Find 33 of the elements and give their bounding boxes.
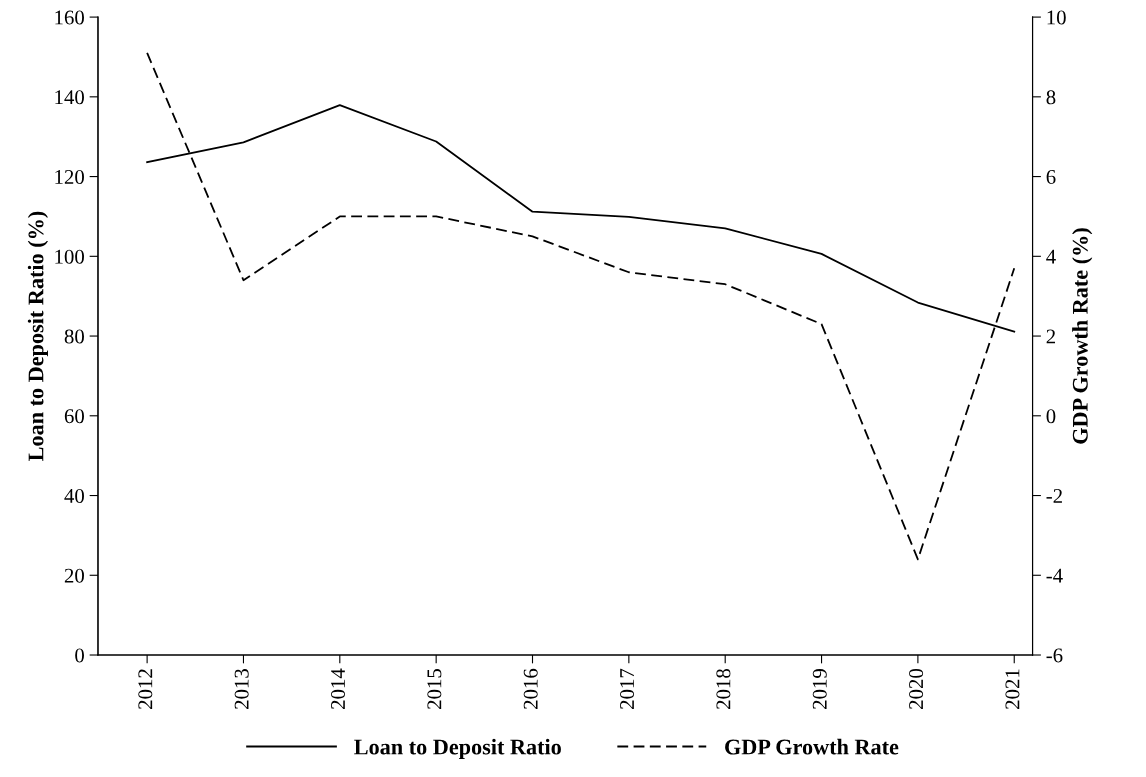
- y-tick-label: 20: [64, 568, 84, 583]
- line-series: [146, 52, 1016, 561]
- legend-label: Loan to Deposit Ratio: [354, 738, 561, 760]
- y2-tick-label: 4: [1046, 249, 1056, 264]
- y2-tick-label: -6: [1046, 648, 1063, 663]
- y2-tick-label: 6: [1046, 170, 1056, 185]
- y2-tick-label: 2: [1046, 329, 1056, 344]
- x-tick-label: 2019: [812, 669, 827, 709]
- x-tick-label: 2013: [234, 669, 249, 709]
- y-axis-title: Loan to Deposit Ratio (%): [27, 211, 48, 461]
- x-tick-label: 2014: [330, 668, 346, 709]
- legend-label: GDP Growth Rate: [725, 738, 899, 755]
- y2-tick-label: -4: [1046, 568, 1063, 583]
- y-tick-label: 60: [64, 409, 84, 424]
- x-tick-label: 2017: [620, 668, 635, 709]
- x-tick-label: 2018: [716, 669, 731, 709]
- y-tick-label: 40: [64, 488, 84, 503]
- y-tick-label: 0: [75, 648, 84, 663]
- y-tick-label: 140: [55, 90, 84, 105]
- y-tick-label: 120: [55, 169, 84, 185]
- y-tick-label: 160: [55, 10, 84, 25]
- y-tick-label: 100: [55, 249, 84, 264]
- y-tick-label: 80: [64, 329, 84, 344]
- y2-tick-label: 8: [1046, 90, 1056, 105]
- x-tick-label: 2021: [1005, 669, 1020, 709]
- y2-tick-label: -2: [1046, 488, 1062, 503]
- y2-tick-label: 0: [1046, 409, 1056, 424]
- x-tick-label: 2016: [523, 668, 538, 709]
- x-tick-label: 2015: [427, 669, 442, 709]
- x-tick-label: 2020: [909, 669, 924, 709]
- y2-tick-label: 10: [1047, 10, 1066, 25]
- y2-axis-title: GDP Growth Rate (%): [1072, 228, 1093, 444]
- x-tick-label: 2012: [138, 669, 153, 709]
